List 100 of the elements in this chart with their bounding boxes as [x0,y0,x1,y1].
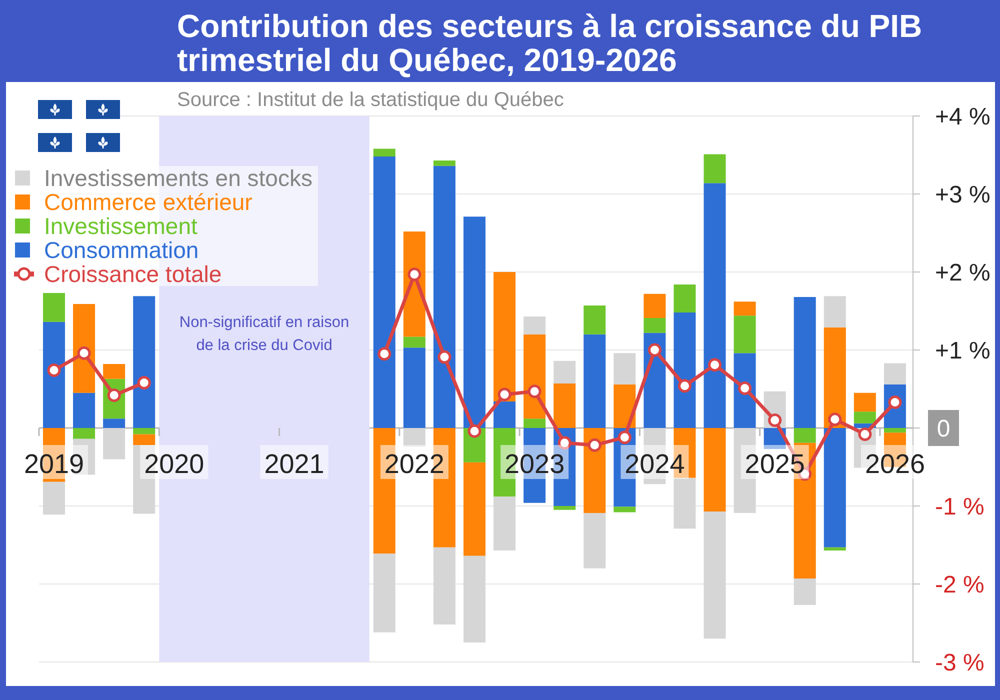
bar [463,556,486,642]
bar [524,418,546,428]
bar [794,296,816,428]
point [137,376,151,390]
y-tick-label: -1 % [935,494,984,521]
bar [43,482,65,515]
point [378,347,392,361]
bar [43,322,65,428]
x-tick-label: 2020 [144,449,204,479]
legend-label: Consommation [44,237,199,263]
point [558,436,572,450]
bar [133,296,156,428]
y-tick-label: +1 % [935,338,990,365]
bar [433,547,456,625]
bar [554,360,576,384]
bar [824,327,846,428]
x-tick-label: 2023 [504,449,565,479]
bar [674,284,696,313]
point [77,346,91,360]
y-tick-label: +2 % [935,260,990,287]
point [768,413,782,427]
bar [433,166,456,428]
y-tick-label: +4 % [935,104,990,131]
y-tick-label: -3 % [935,650,984,677]
bar [403,428,426,447]
x-tick-label: 2024 [624,449,685,479]
bar [734,316,756,354]
legend-label: Investissement [44,213,198,239]
bar [403,348,426,428]
bar [463,462,486,556]
y-tick-label: -2 % [935,572,984,599]
point [738,381,752,395]
bar [704,511,726,639]
bar [794,428,816,443]
point [708,358,722,372]
point [678,379,692,393]
bar [614,506,636,512]
bar [854,412,876,424]
bar [103,428,126,460]
bar [103,418,126,428]
point [408,268,422,282]
bar [584,428,606,514]
x-tick-label: 2022 [384,449,444,479]
point [498,388,512,402]
point [648,343,662,357]
point [47,364,61,378]
bar [704,183,726,428]
bar [554,506,576,510]
point [438,350,452,364]
y-tick-label: +3 % [935,182,990,209]
point [468,424,482,438]
bar [133,428,156,434]
bar [884,363,906,384]
bar [43,293,65,322]
point [588,438,602,452]
bar [373,156,396,428]
bar [824,428,846,548]
bar [884,428,906,433]
bar [73,392,96,428]
x-tick-label: 2021 [264,449,324,479]
bar [373,148,396,157]
legend-label: Investissements en stocks [44,165,312,191]
bar [584,513,606,568]
bar [854,392,876,412]
bar [133,434,156,446]
bar [554,384,576,428]
bar [704,154,726,184]
bar [494,401,516,428]
bar [584,334,606,428]
bar [704,428,726,512]
bar [463,216,486,428]
x-tick-label: 2019 [24,449,84,479]
bar [734,302,756,316]
bar [373,554,396,632]
legend-label: Croissance totale [44,261,222,287]
bar [824,296,846,328]
bar [494,496,516,550]
point [618,430,632,444]
bar [494,272,516,402]
chart-title: Contribution des secteurs à la croissance du PIB trimestriel du Québec, 2019-2026 [177,8,924,78]
point [828,412,842,426]
bar [644,318,666,333]
point [528,384,542,398]
bar [524,316,546,334]
legend-label: Commerce extérieur [44,189,252,215]
bar [584,306,606,334]
bar [794,578,816,606]
bar [824,547,846,550]
bar [614,353,636,384]
bar [614,384,636,428]
point [858,427,872,441]
y-tick-label: 0 [936,416,950,443]
bar [403,336,426,348]
bar [73,428,96,439]
bar [644,294,666,318]
bar [433,160,456,166]
bar [103,364,126,379]
bar [674,312,696,428]
source-note: Source : Institut de la statistique du Québec [177,89,564,111]
band-label: Non-significatif en raison de la crise du Covid [179,314,350,354]
